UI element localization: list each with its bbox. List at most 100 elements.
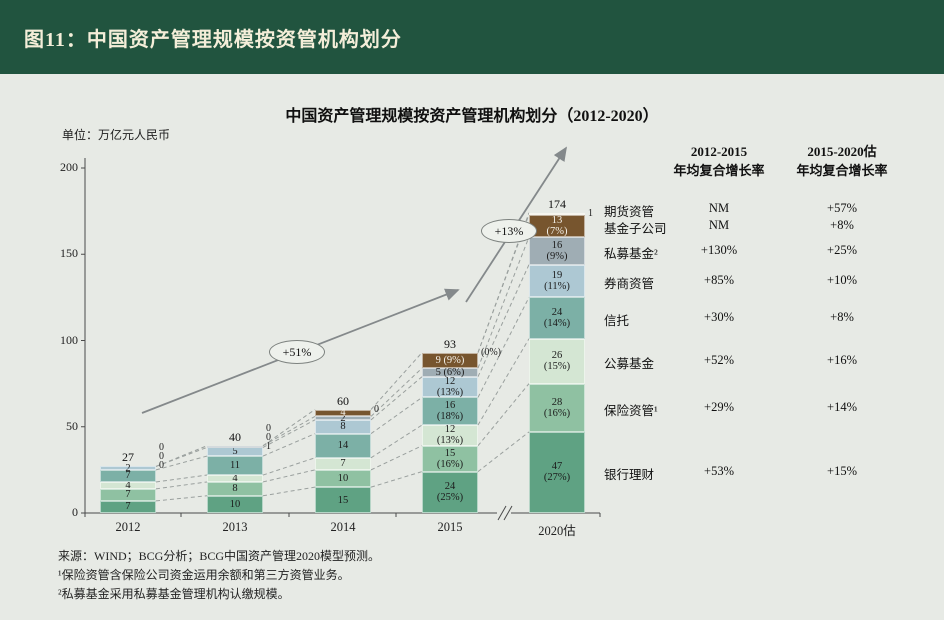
segment-value-label: 16 (9%): [529, 237, 585, 265]
segment-value-label: 15: [315, 487, 371, 513]
segment-value-text: (13%): [436, 435, 464, 447]
segment-value-label: 4: [315, 407, 371, 418]
segment-value-label: 1: [588, 207, 593, 219]
segment-value-label: 47 (27%): [529, 432, 585, 513]
bar-segment: [315, 433, 371, 458]
segment-value-text: (16%): [543, 407, 571, 419]
segment-value-label: 16 (18%): [422, 397, 478, 425]
segment-value-text: (27%): [543, 472, 571, 484]
segment-value-label: 13 (7%): [529, 215, 585, 237]
segment-connector-line: [262, 415, 316, 447]
segment-value-text: 8: [232, 483, 238, 495]
y-axis-label: 150: [60, 246, 78, 261]
bar-segment: [207, 475, 263, 482]
segment-value-text: 16: [551, 239, 563, 251]
chart-title: 中国资产管理规模按资产管理机构划分（2012-2020）: [285, 108, 659, 125]
segment-value-text: 16: [444, 400, 456, 412]
bar-segment: [315, 416, 371, 420]
segment-value-text: (9%): [546, 250, 568, 262]
bar-segment: [529, 297, 585, 339]
cagr-2015-2020-value: +16%: [827, 353, 857, 368]
segment-value-text: 10: [229, 498, 241, 510]
y-axis-label: 0: [72, 505, 78, 519]
cagr-2012-2015-value: +53%: [704, 464, 734, 479]
segment-connector-line: [370, 352, 423, 410]
segment-connector-line: [155, 455, 208, 471]
segment-connector-line: [155, 474, 208, 483]
segment-value-label: 2: [100, 463, 156, 474]
segment-value-text: 14: [337, 440, 349, 452]
segment-value-text: 47: [551, 461, 563, 473]
bar-segment: [422, 425, 478, 446]
institution-label: 信托: [604, 314, 630, 329]
segment-value-label: 0: [159, 460, 164, 472]
segment-value-label: 0: [266, 431, 271, 443]
segment-value-label: 14: [315, 434, 371, 458]
segment-value-label: 7: [100, 489, 156, 501]
cagr-2015-2020-value: +10%: [827, 272, 857, 287]
segment-value-label: 24 (14%): [529, 297, 585, 338]
bar-segment: [529, 237, 585, 265]
segment-connector-line: [477, 212, 530, 353]
institution-label: 券商资管: [604, 276, 655, 291]
segment-value-text: 10: [337, 473, 349, 484]
segment-value-label: 5: [207, 446, 263, 458]
bar-segment: [100, 481, 156, 489]
cagr-2012-2015-value: NM: [708, 200, 730, 215]
footnotes: 来源：WIND；BCG分析；BCG中国资产管理2020模型预测。 ¹保险资管含保…: [58, 547, 380, 604]
segment-value-text: 12: [444, 424, 456, 436]
figure-title: 图11：中国资产管理规模按资管机构划分: [24, 28, 402, 51]
segment-connector-line: [155, 495, 208, 502]
cagr-2012-2015-value: +29%: [704, 399, 734, 414]
bar-segment: [422, 397, 478, 426]
bar-segment: [315, 409, 371, 417]
segment-value-text: 5 (6%): [435, 366, 465, 378]
cagr-2015-2020-value: +14%: [827, 399, 857, 414]
segment-connector-line: [477, 338, 530, 426]
segment-value-label: 0: [374, 403, 379, 415]
cagr-2015-2020-value: +8%: [830, 217, 854, 232]
bar-segment: [207, 456, 263, 476]
segment-connector-line: [370, 367, 423, 417]
bar-segment: [100, 469, 156, 482]
segment-value-text: 12: [444, 376, 456, 388]
segment-value-text: 5: [232, 446, 238, 458]
segment-connector-line: [370, 397, 423, 435]
segment-value-text: (14%): [543, 318, 571, 330]
bar-segment: [207, 447, 263, 457]
segment-value-label: 12 (13%): [422, 424, 478, 447]
cagr-2012-2015-value: NM: [708, 217, 730, 232]
segment-value-text: (11%): [544, 280, 570, 292]
bar-segment: [100, 500, 156, 513]
segment-connector-line: [370, 445, 423, 471]
bar-segment: [315, 469, 371, 488]
segment-value-text: 13: [551, 214, 563, 226]
segment-value-label: 4: [207, 473, 263, 484]
segment-value-label: 0: [159, 451, 164, 463]
y-axis-label: 50: [66, 418, 78, 433]
segment-value-label: 11: [207, 456, 263, 475]
bar-segment: [100, 466, 156, 470]
segment-value-label: 0: [266, 422, 271, 434]
segment-value-label: 10: [207, 496, 263, 513]
footnote-private-fund: ²私募基金采用私募基金管理机构认缴规模。: [58, 587, 290, 601]
segment-value-text: (25%): [436, 492, 464, 504]
segment-connector-line: [262, 433, 316, 457]
segment-value-text: 15: [444, 447, 456, 459]
segment-value-label: 0: [159, 442, 164, 454]
unit-label: 单位：万亿元人民币: [62, 128, 171, 142]
institution-label: 期货资管: [604, 204, 655, 219]
segment-value-text: 7: [125, 470, 131, 482]
segment-value-text: 4: [232, 473, 238, 484]
col-header-line: 2015-2020估: [807, 144, 877, 159]
segment-value-label: 8: [207, 482, 263, 496]
bar-total-label: 93: [444, 336, 456, 351]
y-axis-label: 100: [60, 332, 78, 347]
segment-value-text: 26: [551, 350, 563, 362]
x-axis-label: 2020估: [538, 524, 576, 538]
bar-segment: [422, 352, 478, 369]
bar-total-label: 27: [122, 450, 134, 465]
bar-segment: [422, 445, 478, 472]
segment-value-text: 7: [340, 458, 346, 470]
bar-segment: [529, 212, 585, 215]
